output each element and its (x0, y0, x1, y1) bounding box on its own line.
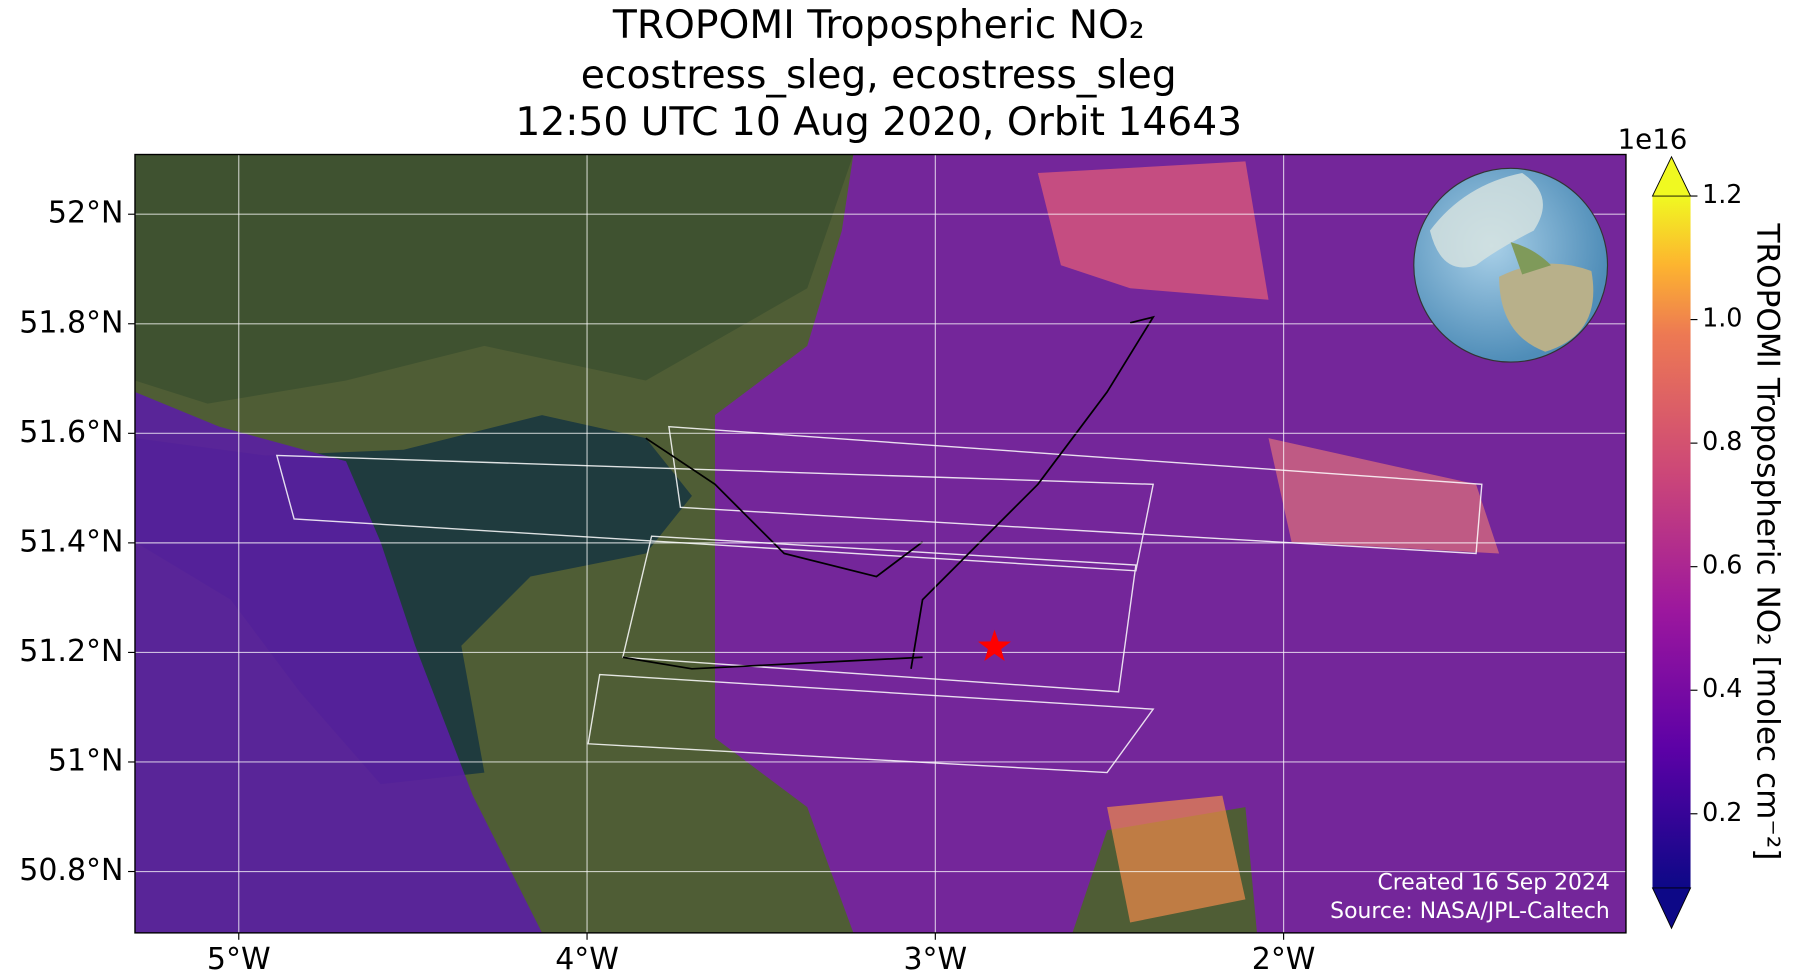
colorbar-tick-label: 0.8 (1702, 426, 1742, 456)
x-tick-label: 3°W (903, 942, 967, 977)
colorbar-extend (1651, 155, 1692, 197)
y-tick-label: 51.6°N (19, 415, 123, 450)
colorbar-tick-label: 0.2 (1702, 797, 1742, 827)
colorbar: 1e16 TROPOMI Tropospheric NO₂ [molec cm⁻… (1618, 123, 1786, 930)
annotations: Created 16 Sep 2024 Source: NASA/JPL-Cal… (1330, 870, 1610, 924)
y-tick-label: 51.8°N (19, 305, 123, 340)
colorbar-tick-label: 1.2 (1702, 179, 1742, 209)
colorbar-tick-label: 1.0 (1702, 303, 1742, 333)
colorbar-exponent: 1e16 (1618, 123, 1688, 156)
map-imagery (134, 154, 1626, 933)
title-line: TROPOMI Tropospheric NO₂ (612, 3, 1145, 48)
title-line: ecostress_sleg, ecostress_sleg (581, 53, 1177, 98)
colorbar-extend (1651, 887, 1692, 930)
y-tick-label: 51°N (48, 743, 124, 778)
site-marker (978, 629, 1012, 661)
title-line: 12:50 UTC 10 Aug 2020, Orbit 14643 (515, 100, 1242, 145)
x-tick-label: 5°W (207, 942, 271, 977)
title-block: TROPOMI Tropospheric NO₂ ecostress_sleg,… (515, 3, 1242, 145)
colorbar-tick-label: 0.6 (1702, 550, 1742, 580)
globe-inset (1413, 167, 1609, 363)
y-tick-label: 50.8°N (19, 853, 123, 888)
annotation: Created 16 Sep 2024 (1377, 870, 1609, 895)
colorbar-tick-label: 0.4 (1702, 673, 1742, 703)
y-tick-label: 51.4°N (19, 524, 123, 559)
grid: 5°W 4°W 3°W 2°W 50.8°N 51°N 51.2°N 51.4°N 51.6°N… (19, 154, 1626, 977)
map-frame (134, 153, 1627, 934)
colorbar-label: TROPOMI Tropospheric NO₂ [molec cm⁻²] (1750, 222, 1786, 860)
x-tick-label: 4°W (555, 942, 619, 977)
x-tick-label: 2°W (1252, 942, 1316, 977)
y-tick-label: 52°N (48, 196, 124, 231)
colorbar-body (1652, 196, 1691, 888)
annotation: Source: NASA/JPL-Caltech (1330, 899, 1610, 924)
y-tick-label: 51.2°N (19, 634, 123, 669)
